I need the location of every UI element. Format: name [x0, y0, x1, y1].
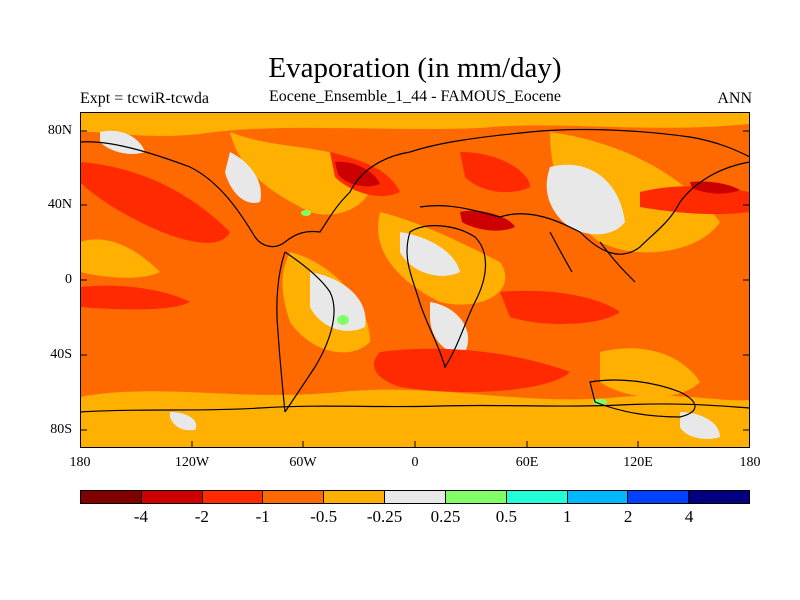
ensemble-label: Eocene_Ensemble_1_44 - FAMOUS_Eocene	[268, 88, 562, 105]
colorbar-swatch	[689, 491, 749, 503]
lat-label-80n: 80N	[47, 123, 72, 138]
lat-label-40s: 40S	[50, 347, 72, 362]
colorbar-swatch	[202, 491, 264, 503]
colorbar-label: -4	[133, 507, 148, 526]
colorbar-swatch	[567, 491, 629, 503]
field-green-spots	[301, 210, 607, 405]
plot-title: Evaporation (in mm/day)	[268, 52, 562, 84]
lat-tick-marks	[80, 130, 750, 431]
colorbar-label: -0.25	[366, 507, 403, 526]
lon-tick-marks	[80, 441, 750, 448]
colorbar-swatch	[385, 491, 446, 503]
colorbar	[80, 490, 750, 504]
colorbar-swatch	[141, 491, 203, 503]
colorbar-swatch	[263, 491, 325, 503]
lon-label-60w: 60W	[289, 455, 317, 470]
colorbar-label: -1	[255, 507, 270, 526]
colorbar-swatch	[445, 491, 507, 503]
colorbar-label: 2	[623, 507, 633, 526]
field-darkred-regions	[335, 161, 740, 231]
lon-label-120w: 120W	[174, 455, 210, 470]
lon-label-180e: 180	[739, 455, 761, 470]
coastlines	[80, 128, 750, 418]
lat-label-0: 0	[65, 272, 72, 287]
colorbar-label: 0.25	[430, 507, 461, 526]
lon-label-180w: 180	[69, 455, 91, 470]
colorbar-swatch	[81, 491, 142, 503]
lon-label-120e: 120E	[623, 455, 653, 470]
colorbar-swatch	[324, 491, 386, 503]
colorbar-label: -2	[194, 507, 209, 526]
lon-label-0: 0	[411, 455, 419, 470]
field-grey-regions	[100, 130, 720, 439]
colorbar-label: 4	[684, 507, 694, 526]
season-label: ANN	[717, 90, 752, 107]
colorbar-label: 0.5	[495, 507, 517, 526]
colorbar-swatch	[628, 491, 690, 503]
lat-label-80s: 80S	[50, 422, 72, 437]
colorbar-label: 1	[563, 507, 572, 526]
field-red-regions	[80, 152, 750, 392]
experiment-label: Expt = tcwiR-tcwda	[80, 90, 209, 107]
colorbar-swatch	[506, 491, 568, 503]
lon-label-60e: 60E	[515, 455, 539, 470]
lat-label-40n: 40N	[47, 197, 72, 212]
evaporation-map	[80, 112, 750, 448]
colorbar-label: -0.5	[310, 507, 338, 526]
